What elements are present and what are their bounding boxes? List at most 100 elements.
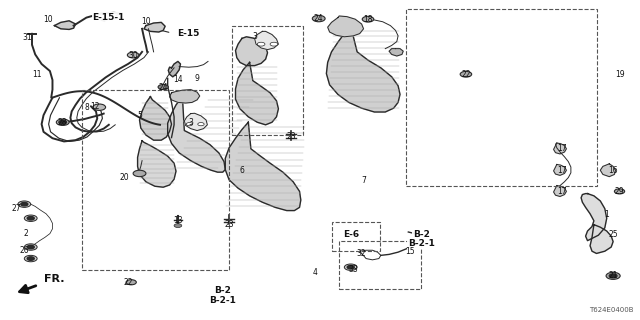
Text: B-2: B-2 — [214, 286, 231, 295]
Text: 10: 10 — [43, 15, 53, 24]
Polygon shape — [236, 62, 278, 125]
Text: 23: 23 — [286, 132, 296, 141]
Text: 31: 31 — [22, 33, 32, 42]
Text: 33: 33 — [348, 265, 358, 274]
Polygon shape — [554, 164, 566, 175]
Text: B-2: B-2 — [413, 230, 429, 239]
Text: 6: 6 — [239, 166, 244, 175]
Text: B-2-1: B-2-1 — [408, 239, 435, 248]
Polygon shape — [255, 31, 278, 50]
Circle shape — [27, 217, 35, 220]
Text: 30: 30 — [128, 51, 138, 60]
Text: 15: 15 — [404, 247, 415, 256]
Text: 19: 19 — [614, 70, 625, 79]
Text: 13: 13 — [173, 216, 183, 225]
Circle shape — [606, 272, 620, 279]
Text: 17: 17 — [557, 144, 567, 153]
Text: 17: 17 — [557, 187, 567, 196]
Text: 16: 16 — [608, 166, 618, 175]
Text: 9: 9 — [195, 74, 200, 83]
Circle shape — [59, 120, 67, 124]
Polygon shape — [170, 90, 200, 103]
Text: 14: 14 — [173, 75, 183, 84]
Text: 11: 11 — [33, 70, 42, 79]
Text: 29: 29 — [614, 187, 625, 196]
Bar — [332, 222, 380, 251]
Text: E-6: E-6 — [342, 230, 359, 239]
Text: 7: 7 — [361, 176, 366, 185]
Text: E-15-1: E-15-1 — [93, 13, 125, 22]
Polygon shape — [225, 122, 301, 211]
Text: 23: 23 — [224, 220, 234, 229]
Circle shape — [198, 123, 204, 126]
Text: 4: 4 — [312, 268, 317, 277]
Text: 22: 22 — [461, 70, 470, 79]
Text: 22: 22 — [124, 278, 132, 287]
Text: 24: 24 — [314, 14, 324, 23]
Bar — [339, 241, 421, 289]
Circle shape — [614, 189, 625, 194]
Polygon shape — [554, 186, 566, 196]
Text: 21: 21 — [609, 271, 618, 280]
Circle shape — [344, 264, 357, 270]
Text: 17: 17 — [557, 166, 567, 175]
Polygon shape — [138, 141, 176, 187]
Circle shape — [93, 104, 106, 110]
Circle shape — [27, 257, 35, 260]
Circle shape — [460, 71, 472, 77]
Text: 2: 2 — [23, 229, 28, 238]
Circle shape — [174, 224, 182, 228]
Polygon shape — [326, 26, 400, 112]
Text: 18: 18 — [364, 15, 372, 24]
Text: B-2-1: B-2-1 — [209, 296, 236, 305]
Polygon shape — [184, 113, 207, 131]
Circle shape — [126, 280, 136, 285]
Polygon shape — [600, 164, 616, 177]
Polygon shape — [581, 194, 607, 241]
Bar — [82, 90, 229, 270]
Text: 28: 28 — [58, 118, 67, 127]
Circle shape — [24, 215, 37, 221]
Circle shape — [133, 170, 146, 177]
Text: T624E0400B: T624E0400B — [589, 307, 634, 313]
Bar — [232, 26, 303, 135]
Polygon shape — [236, 37, 268, 66]
Polygon shape — [554, 143, 566, 154]
Circle shape — [186, 123, 193, 126]
Circle shape — [312, 15, 325, 22]
Text: 26: 26 — [19, 246, 29, 255]
Polygon shape — [144, 22, 165, 32]
Bar — [406, 9, 597, 186]
Text: FR.: FR. — [44, 274, 64, 284]
Text: 3: 3 — [252, 32, 257, 41]
Circle shape — [270, 42, 278, 46]
Text: 1: 1 — [604, 210, 609, 219]
Circle shape — [27, 245, 35, 249]
Circle shape — [56, 119, 69, 125]
Polygon shape — [168, 61, 180, 77]
Circle shape — [609, 274, 617, 278]
Circle shape — [24, 255, 37, 262]
Text: 20: 20 — [120, 173, 130, 182]
Circle shape — [24, 244, 37, 250]
Circle shape — [348, 266, 355, 269]
Polygon shape — [168, 97, 225, 172]
Text: 24: 24 — [158, 83, 168, 92]
Circle shape — [20, 203, 28, 206]
Polygon shape — [140, 97, 172, 140]
Text: E-15: E-15 — [178, 29, 200, 38]
Text: 5: 5 — [137, 111, 142, 120]
Polygon shape — [389, 49, 403, 56]
Text: 32: 32 — [356, 249, 367, 258]
Circle shape — [158, 84, 168, 90]
Text: 10: 10 — [141, 17, 151, 26]
Circle shape — [18, 201, 31, 207]
Text: 27: 27 — [11, 204, 21, 213]
Polygon shape — [54, 21, 76, 29]
Text: 25: 25 — [608, 230, 618, 239]
Text: 8: 8 — [84, 103, 89, 112]
Circle shape — [127, 52, 139, 58]
Polygon shape — [590, 225, 613, 253]
Text: 12: 12 — [90, 102, 99, 111]
Circle shape — [362, 16, 374, 22]
